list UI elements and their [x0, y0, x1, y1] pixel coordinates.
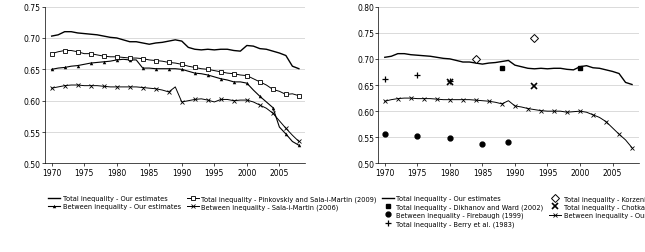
Legend: Total inequality - Our estimates, Total inequality - Dikhanov and Ward (2002), B: Total inequality - Our estimates, Total … [382, 195, 645, 227]
Legend: Total inequality - Our estimates, Between inequality - Our estimates, Total ineq: Total inequality - Our estimates, Betwee… [48, 195, 377, 210]
